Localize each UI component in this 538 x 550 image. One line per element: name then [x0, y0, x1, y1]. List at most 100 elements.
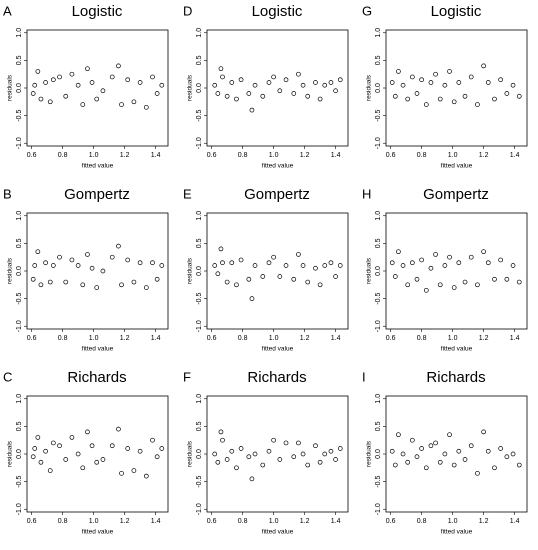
- point: [229, 448, 235, 454]
- point: [229, 260, 235, 266]
- point: [437, 282, 443, 288]
- point: [400, 451, 406, 457]
- point: [238, 257, 244, 263]
- point: [119, 102, 124, 107]
- point: [35, 249, 41, 255]
- y-axis-label: residuals: [7, 74, 14, 101]
- plot-frame: [206, 212, 349, 330]
- point: [131, 99, 137, 105]
- point: [229, 80, 235, 85]
- point: [109, 254, 115, 260]
- y-tick-label: -1.0: [375, 320, 382, 332]
- point: [414, 454, 420, 460]
- point: [419, 77, 424, 83]
- point: [419, 257, 424, 263]
- point: [414, 91, 420, 96]
- point: [220, 437, 225, 443]
- panel: G Logistic 0.6 0.8 1.0 1.2 1.4 -1.0 -0.5 0.0 0.5 1.…: [362, 3, 528, 170]
- y-tick-label: -1.0: [375, 137, 382, 149]
- point: [109, 443, 115, 449]
- y-axis-label: residuals: [187, 74, 194, 101]
- point: [159, 82, 165, 88]
- point: [100, 457, 106, 462]
- point: [50, 440, 56, 446]
- plot-frame: [26, 395, 169, 513]
- panel-title: Logistic: [252, 3, 303, 20]
- point: [47, 279, 53, 285]
- panel-letter: C: [3, 369, 12, 384]
- y-tick-label: 1.0: [375, 28, 382, 38]
- panel-letter: F: [183, 369, 191, 384]
- point: [451, 462, 457, 468]
- point: [159, 263, 165, 268]
- point: [423, 465, 429, 471]
- y-tick-label: 1.0: [196, 28, 203, 38]
- y-tick-label: -1.0: [375, 503, 382, 515]
- point: [224, 457, 230, 462]
- point: [50, 263, 56, 268]
- point: [131, 279, 137, 285]
- point: [504, 276, 510, 282]
- point: [143, 285, 149, 290]
- y-tick-label: 0.0: [16, 266, 23, 276]
- point: [305, 279, 311, 285]
- point: [516, 462, 522, 468]
- point: [296, 440, 301, 446]
- point: [451, 99, 457, 105]
- panel: A Logistic 0.6 0.8 1.0 1.2 1.4 -1.0 -0.5 0.0 0.5 1.…: [3, 3, 169, 170]
- x-axis-label: fitted value: [441, 346, 473, 353]
- point: [260, 274, 266, 279]
- point: [30, 276, 36, 282]
- y-axis-label: residuals: [7, 257, 14, 284]
- y-tick-label: 1.0: [196, 211, 203, 221]
- panel: C Richards 0.6 0.8 1.0 1.2 1.4 -1.0 -0.5 0.0 0.5 1.…: [3, 369, 169, 536]
- y-tick-label: 1.0: [196, 394, 203, 404]
- point: [283, 77, 289, 83]
- point: [400, 263, 406, 268]
- y-tick-label: 1.0: [375, 211, 382, 221]
- panel: D Logistic 0.6 0.8 1.0 1.2 1.4 -1.0 -0.5 0.0 0.5 1.…: [183, 3, 349, 170]
- x-tick-label: 1.2: [300, 518, 310, 525]
- x-axis-label: fitted value: [82, 163, 114, 170]
- point: [89, 265, 95, 271]
- point: [291, 91, 297, 96]
- plot-frame: [26, 212, 169, 330]
- point: [35, 435, 41, 440]
- point: [498, 77, 504, 83]
- x-tick-label: 1.4: [510, 335, 520, 342]
- point: [428, 265, 434, 271]
- x-tick-label: 1.0: [269, 152, 279, 159]
- point: [150, 74, 155, 80]
- x-tick-label: 0.6: [27, 152, 37, 159]
- plot-frame: [385, 395, 528, 513]
- point: [451, 285, 457, 290]
- point: [116, 426, 121, 432]
- point: [396, 69, 401, 74]
- x-axis-label: fitted value: [262, 163, 294, 170]
- point: [32, 82, 38, 88]
- point: [456, 260, 462, 266]
- point: [492, 276, 497, 282]
- x-tick-label: 1.2: [300, 152, 310, 159]
- y-tick-label: 0.5: [196, 421, 203, 431]
- point: [154, 454, 160, 460]
- point: [125, 257, 131, 263]
- point: [322, 82, 328, 88]
- y-axis-label: residuals: [7, 440, 14, 467]
- y-tick-label: 0.0: [196, 83, 203, 93]
- x-tick-label: 1.0: [448, 335, 458, 342]
- point: [322, 451, 328, 457]
- point: [94, 96, 100, 102]
- x-tick-label: 1.4: [331, 518, 341, 525]
- point: [392, 93, 398, 99]
- point: [137, 260, 143, 266]
- point: [57, 74, 62, 80]
- point: [392, 274, 398, 279]
- point: [212, 82, 218, 88]
- panel: F Richards 0.6 0.8 1.0 1.2 1.4 -1.0 -0.5 0.0 0.5 1.…: [183, 369, 349, 536]
- point: [215, 459, 221, 465]
- x-tick-label: 1.2: [479, 335, 489, 342]
- point: [400, 82, 406, 88]
- panel-letter: E: [183, 186, 192, 201]
- point: [75, 263, 81, 268]
